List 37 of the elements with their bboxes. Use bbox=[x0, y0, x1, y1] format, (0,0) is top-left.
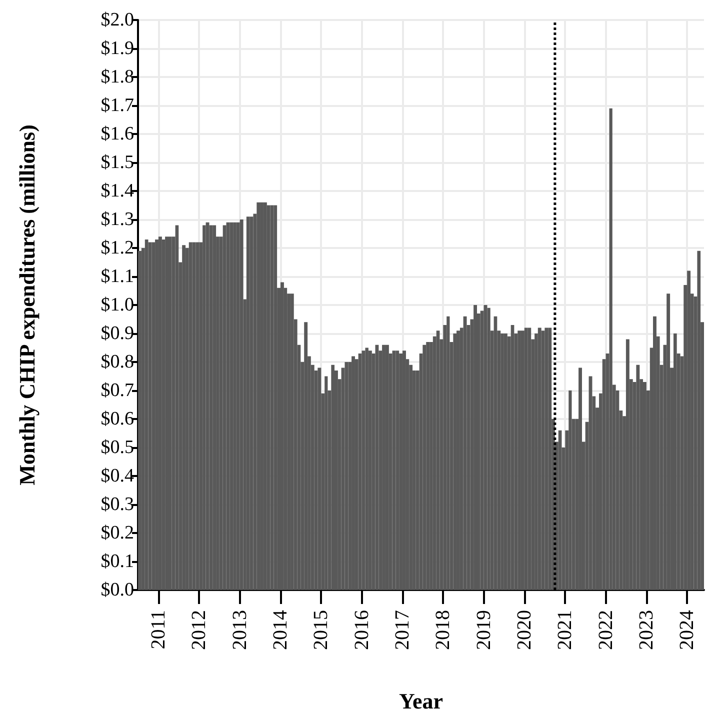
x-tick-label: 2012 bbox=[188, 610, 210, 650]
y-tick-label: $1.0 bbox=[100, 294, 134, 316]
x-tick-label: 2022 bbox=[594, 610, 617, 650]
x-tick-label: 2021 bbox=[554, 610, 576, 650]
y-tick-label: $0.2 bbox=[100, 522, 134, 544]
y-tick-label: $0.7 bbox=[100, 380, 134, 401]
y-tick-label: $2.0 bbox=[100, 10, 134, 30]
y-axis-title: Monthly CHIP expenditures (millions) bbox=[14, 124, 40, 486]
x-tick-label: 2019 bbox=[472, 610, 495, 650]
y-tick-label: $1.9 bbox=[100, 38, 134, 59]
x-tick-label: 2020 bbox=[513, 610, 536, 650]
x-axis-title: Year bbox=[399, 688, 444, 714]
y-tick-label: $0.3 bbox=[100, 494, 134, 515]
y-tick-label: $0.6 bbox=[100, 408, 134, 430]
y-tick-label: $0.9 bbox=[100, 323, 134, 344]
y-tick-label: $1.6 bbox=[100, 124, 134, 144]
x-tick-label: 2013 bbox=[228, 610, 251, 650]
y-tick-label: $1.5 bbox=[100, 152, 134, 173]
x-tick-label: 2011 bbox=[147, 610, 170, 650]
x-tick-label: 2024 bbox=[676, 610, 698, 650]
x-tick-label: 2023 bbox=[635, 610, 658, 650]
x-tick-label: 2018 bbox=[432, 610, 454, 650]
y-tick-label: $0.4 bbox=[100, 466, 134, 486]
y-tick-label: $1.1 bbox=[100, 266, 134, 287]
y-tick-label: $0.5 bbox=[100, 437, 134, 458]
y-tick-label: $0.0 bbox=[100, 580, 134, 600]
x-tick-label: 2015 bbox=[310, 610, 332, 650]
x-tick-label: 2017 bbox=[392, 610, 414, 650]
y-tick-label: $1.4 bbox=[100, 180, 134, 202]
y-tick-label: $1.8 bbox=[100, 66, 134, 88]
x-tick-label: 2016 bbox=[350, 610, 373, 650]
y-tick-label: $1.3 bbox=[100, 209, 134, 230]
x-tick-label: 2014 bbox=[270, 610, 292, 650]
y-tick-label: $0.1 bbox=[100, 551, 134, 572]
y-tick-label: $0.8 bbox=[100, 352, 134, 372]
y-tick-label: $1.7 bbox=[100, 95, 134, 116]
y-tick-label: $1.2 bbox=[100, 238, 134, 258]
